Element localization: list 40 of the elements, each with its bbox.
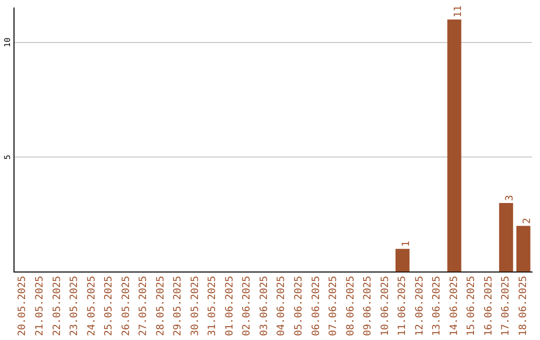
x-tick-label: 26.05.2025	[120, 276, 132, 336]
x-tick-label: 21.05.2025	[34, 276, 46, 336]
x-tick-label: 25.05.2025	[104, 276, 115, 336]
x-tick-label: 22.05.2025	[52, 276, 63, 336]
y-tick-label: 10	[3, 37, 12, 48]
x-tick-label: 28.05.2025	[155, 276, 166, 336]
x-tick-label: 17.06.2025	[500, 276, 512, 336]
x-tick-label: 30.05.2025	[190, 276, 201, 336]
bar	[447, 19, 462, 272]
x-tick-label: 07.06.2025	[328, 276, 340, 336]
x-tick-label: 23.05.2025	[69, 276, 80, 336]
x-tick-label: 03.06.2025	[258, 276, 270, 336]
x-tick-label: 27.05.2025	[138, 276, 150, 336]
data-label: 1	[401, 240, 412, 247]
data-label: 2	[522, 218, 533, 224]
x-tick-label: 15.06.2025	[466, 276, 478, 336]
x-tick-label: 12.06.2025	[414, 276, 426, 336]
x-tick-label: 01.06.2025	[224, 276, 236, 336]
x-tick-label: 16.06.2025	[483, 276, 494, 336]
x-tick-label: 11.06.2025	[397, 276, 408, 336]
x-tick-label: 09.06.2025	[362, 276, 374, 336]
data-label: 3	[504, 194, 516, 201]
y-tick-label: 5	[3, 154, 12, 160]
x-tick-label: 04.06.2025	[276, 276, 288, 336]
x-tick-label: 13.06.2025	[432, 276, 443, 336]
x-tick-label: 10.06.2025	[380, 276, 391, 336]
x-tick-label: 29.05.2025	[172, 276, 184, 336]
x-tick-label: 18.06.2025	[518, 276, 529, 336]
bar	[516, 226, 530, 272]
data-label: 11	[452, 5, 464, 18]
x-tick-label: 08.06.2025	[345, 276, 356, 336]
bar	[396, 248, 410, 272]
x-tick-label: 24.05.2025	[86, 276, 98, 336]
x-tick-label: 06.06.2025	[310, 276, 322, 336]
x-tick-label: 05.06.2025	[293, 276, 304, 336]
bar	[499, 202, 514, 272]
x-tick-label: 14.06.2025	[448, 276, 460, 336]
x-tick-label: 20.05.2025	[17, 276, 28, 336]
x-tick-label: 02.06.2025	[242, 276, 253, 336]
x-tick-label: 31.05.2025	[207, 276, 218, 336]
